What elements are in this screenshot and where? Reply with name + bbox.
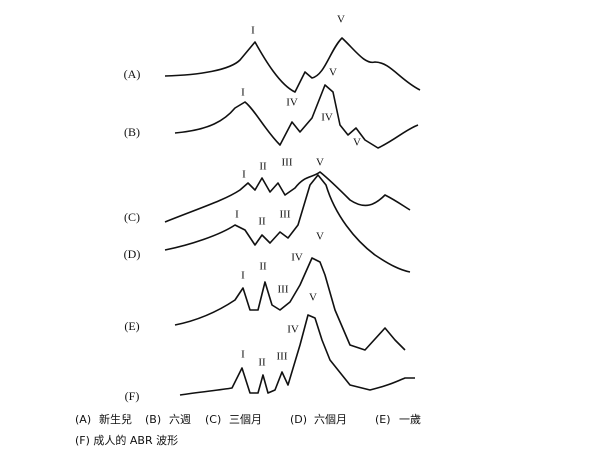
peak-label: IV xyxy=(321,112,333,124)
peak-label: II xyxy=(258,357,266,369)
row-label: (D) xyxy=(124,247,141,261)
peak-label: III xyxy=(280,209,291,221)
peak-label: II xyxy=(259,261,267,273)
caption-text: 三個月 xyxy=(229,413,262,426)
peak-label: IV xyxy=(291,252,303,264)
caption-text: 六個月 xyxy=(314,413,347,426)
row-label: (E) xyxy=(124,319,139,333)
waveform-e xyxy=(174,257,406,351)
peak-label: II xyxy=(258,216,266,228)
row-label: (A) xyxy=(124,67,141,81)
peak-label: III xyxy=(278,284,289,296)
peak-label: IV xyxy=(287,324,299,336)
peak-label: V xyxy=(309,292,317,304)
peak-label: I xyxy=(241,270,245,282)
waveform-a xyxy=(164,37,421,93)
peak-label: V xyxy=(353,137,361,149)
caption-key: (A) xyxy=(75,413,91,426)
caption-key: (C) xyxy=(205,413,221,426)
row-label: (B) xyxy=(124,125,140,139)
caption-text: 六週 xyxy=(169,413,191,426)
peak-label: I xyxy=(241,349,245,361)
peak-label: III xyxy=(282,157,293,169)
peak-label: V xyxy=(337,14,345,26)
peak-label: I xyxy=(241,87,245,99)
waveform-f xyxy=(179,314,415,396)
caption-key: (E) xyxy=(375,413,391,426)
peak-label: V xyxy=(316,157,324,169)
row-label: (C) xyxy=(124,210,140,224)
waveform-b xyxy=(174,84,419,149)
peak-label: III xyxy=(277,351,288,363)
peak-label: V xyxy=(329,67,337,79)
waveform-d xyxy=(164,174,411,273)
peak-label: I xyxy=(251,25,255,37)
peak-label: V xyxy=(316,231,324,243)
caption-key: (D) xyxy=(290,413,307,426)
peak-label: I xyxy=(235,209,239,221)
caption-key: (B) xyxy=(145,413,161,426)
peak-label: II xyxy=(259,161,267,173)
peak-label: IV xyxy=(286,97,298,109)
waveforms xyxy=(164,37,421,396)
waveform-c xyxy=(164,171,411,223)
row-label: (F) xyxy=(125,389,140,403)
caption-line: (F) 成人的 ABR 波形 xyxy=(75,433,178,447)
peak-label: I xyxy=(242,169,246,181)
caption-text: 一歲 xyxy=(399,412,421,426)
caption-text: 新生兒 xyxy=(99,412,132,426)
